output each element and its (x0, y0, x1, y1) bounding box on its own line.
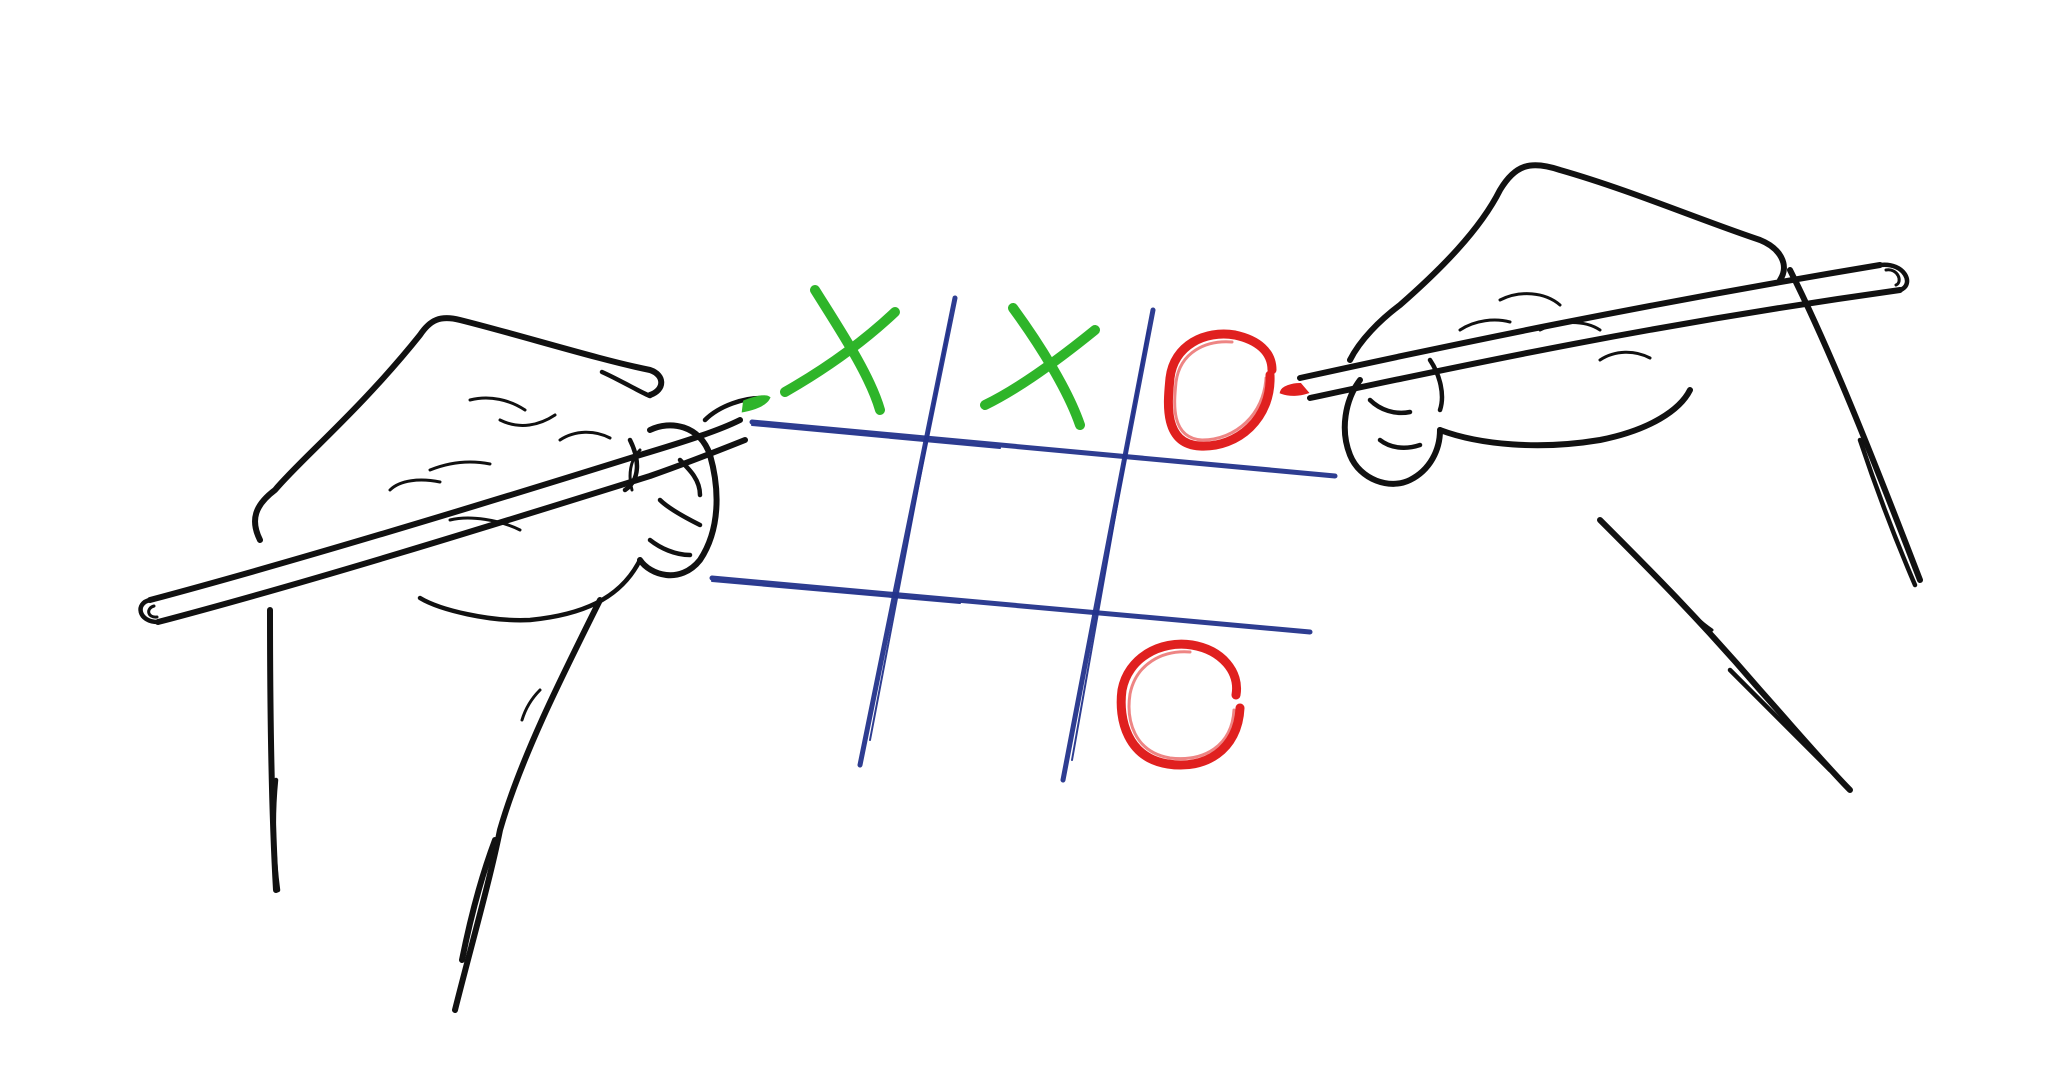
left-hand (138, 315, 771, 1013)
grid-line-horizontal-bottom-faint (711, 580, 961, 604)
right-pen (1279, 262, 1910, 401)
x-mark-top-left (780, 285, 900, 415)
grid-line-horizontal-bottom (709, 575, 1313, 635)
grid-line-horizontal-top-faint (751, 424, 1001, 449)
grid-line-vertical-right-faint (1071, 329, 1149, 761)
right-hand (1279, 162, 1923, 793)
x-mark-top-center (980, 303, 1100, 430)
left-pen-tip (741, 395, 771, 413)
left-pen (138, 395, 771, 625)
grid-line-vertical-left-faint (869, 319, 951, 741)
o-mark-bottom-right (1116, 639, 1245, 770)
grid-line-horizontal-top (749, 419, 1338, 479)
tic-tac-toe-grid (709, 295, 1338, 783)
right-pen-tip (1279, 382, 1310, 396)
o-mark-top-right (1163, 329, 1277, 451)
